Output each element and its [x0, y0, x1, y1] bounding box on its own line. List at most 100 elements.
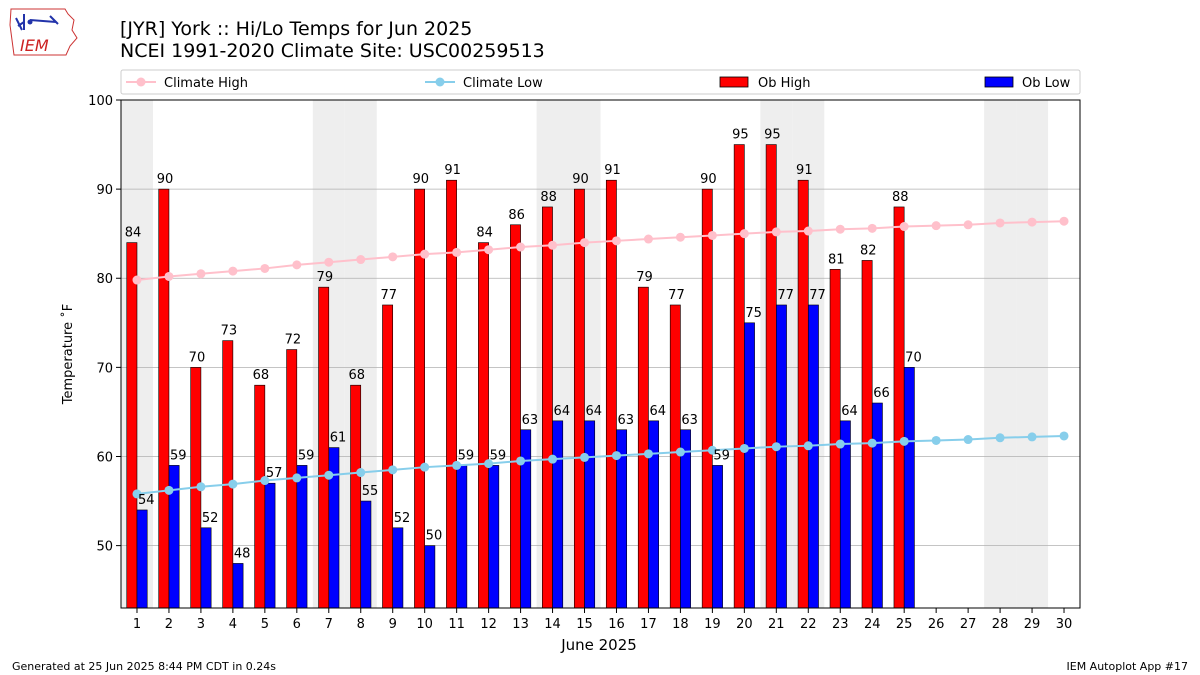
ob-high-bar: [893, 206, 905, 609]
climate-high-point: [196, 269, 206, 279]
x-tick-label: 28: [992, 617, 1009, 632]
ob-high-value-label: 91: [444, 163, 461, 178]
climate-low-point: [963, 435, 973, 445]
y-axis-label: Temperature ˚F: [60, 304, 76, 405]
legend-ob-low-label: Ob Low: [1022, 76, 1071, 91]
climate-low-point: [452, 460, 462, 470]
ob-high-bar: [861, 260, 873, 609]
climate-low-point: [516, 456, 526, 466]
ob-low-value-label: 48: [234, 546, 251, 561]
climate-high-point: [643, 234, 653, 244]
x-tick-label: 6: [293, 617, 301, 632]
ob-high-value-label: 86: [508, 208, 525, 223]
climate-low-line: [136, 434, 1065, 495]
legend-ob-high-label: Ob High: [758, 76, 811, 91]
ob-low-bar: [264, 482, 276, 609]
ob-low-bar: [520, 429, 532, 609]
legend-climate-low-marker: [435, 77, 445, 87]
ob-low-value-label: 50: [426, 529, 443, 544]
ob-low-bar: [680, 429, 691, 609]
ob-high-bar: [573, 188, 585, 609]
ob-high-value-label: 79: [317, 270, 334, 285]
x-tick-label: 23: [832, 617, 849, 632]
ob-low-value-label: 77: [777, 288, 794, 303]
climate-low-point: [132, 489, 142, 499]
x-tick-label: 19: [704, 617, 721, 632]
x-tick-label: 30: [1056, 617, 1073, 632]
ob-low-bar: [552, 420, 564, 609]
climate-low-point: [643, 449, 653, 459]
climate-low-point: [707, 445, 717, 455]
chart-title: [JYR] York :: Hi/Lo Temps for Jun 2025: [120, 18, 472, 40]
climate-high-point: [739, 229, 749, 239]
x-tick-label: 25: [896, 617, 913, 632]
footer-app: IEM Autoplot App #17: [1067, 660, 1189, 673]
ob-low-bar: [232, 563, 244, 609]
climate-low-point: [548, 454, 558, 464]
climate-high-point: [963, 220, 973, 230]
climate-high-point: [931, 221, 941, 231]
climate-high-point: [835, 224, 845, 234]
legend-ob-high-swatch: [719, 76, 749, 88]
climate-high-point: [516, 242, 526, 252]
ob-high-bar: [158, 188, 170, 609]
climate-high-point: [899, 222, 909, 232]
legend-climate-low-label: Climate Low: [463, 76, 543, 91]
ob-high-value-label: 68: [253, 368, 270, 383]
ob-high-value-label: 90: [412, 172, 429, 187]
climate-low-point: [1027, 432, 1037, 442]
x-tick-label: 20: [736, 617, 753, 632]
ob-low-value-label: 59: [298, 448, 315, 463]
x-tick-label: 15: [576, 617, 593, 632]
x-tick-label: 1: [133, 617, 141, 632]
ob-high-value-label: 73: [221, 324, 238, 339]
climate-high-point: [388, 252, 398, 262]
x-tick-label: 22: [800, 617, 817, 632]
ob-low-value-label: 77: [809, 288, 826, 303]
climate-low-point: [803, 441, 813, 451]
climate-low-point: [580, 452, 590, 462]
weekend-band: [984, 100, 1017, 608]
ob-low-bar: [584, 420, 596, 609]
climate-high-point: [1027, 217, 1037, 227]
ob-low-value-label: 61: [330, 431, 347, 446]
x-tick-label: 10: [416, 617, 433, 632]
ob-low-bar: [200, 527, 212, 609]
ob-high-value-label: 68: [349, 368, 366, 383]
ob-low-bar: [871, 402, 883, 609]
ob-high-value-label: 91: [604, 163, 621, 178]
climate-high-point: [356, 255, 366, 265]
ob-low-value-label: 64: [554, 404, 571, 419]
climate-high-point: [228, 266, 238, 276]
ob-low-value-label: 63: [681, 413, 698, 428]
ob-high-value-label: 90: [157, 172, 174, 187]
ob-low-value-label: 59: [713, 448, 730, 463]
ob-high-value-label: 90: [700, 172, 717, 187]
ob-high-bar: [478, 242, 489, 609]
climate-low-point: [995, 433, 1005, 443]
ob-high-bar: [510, 224, 521, 609]
x-tick-label: 18: [672, 617, 689, 632]
station-dot-icon: [27, 19, 33, 25]
ob-high-bar: [797, 179, 809, 609]
x-tick-label: 5: [261, 617, 269, 632]
ob-low-bar: [776, 304, 787, 609]
ob-high-value-label: 95: [764, 128, 781, 143]
climate-high-point: [292, 260, 302, 270]
x-tick-label: 12: [480, 617, 497, 632]
x-tick-label: 8: [357, 617, 365, 632]
x-tick-label: 16: [608, 617, 625, 632]
ob-high-value-label: 77: [380, 288, 397, 303]
ob-low-bar: [744, 322, 755, 609]
ob-high-bar: [126, 242, 138, 609]
climate-low-point: [292, 473, 302, 483]
x-tick-label: 13: [512, 617, 529, 632]
ob-high-value-label: 90: [572, 172, 589, 187]
ob-low-bar: [839, 420, 851, 609]
ob-low-value-label: 64: [649, 404, 666, 419]
ob-high-value-label: 72: [285, 333, 302, 348]
ob-high-value-label: 70: [189, 350, 206, 365]
ob-low-value-label: 52: [394, 511, 411, 526]
ob-high-value-label: 81: [828, 252, 845, 267]
